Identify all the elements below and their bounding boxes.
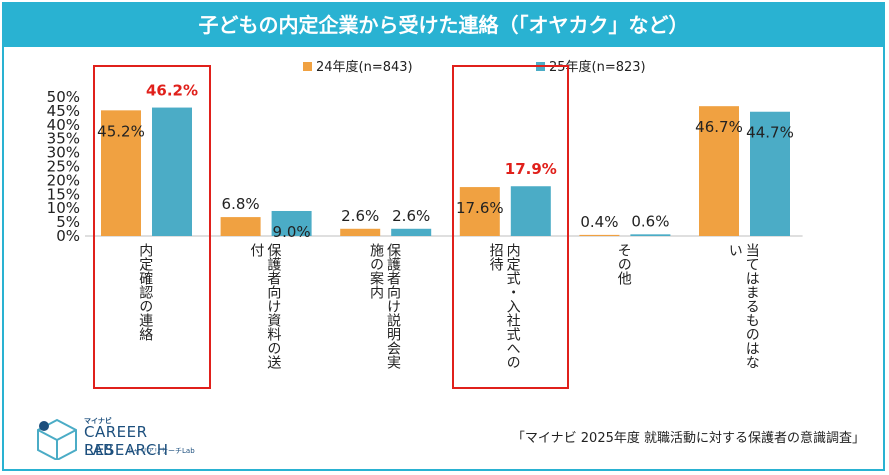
legend-label-s25: 25年度(n=823) [549, 59, 646, 75]
y-tick-label: 0% [56, 227, 80, 245]
value-label-s24-5: 46.7% [695, 118, 743, 136]
bar-s25-3 [510, 186, 551, 236]
value-label-s25-0: 46.2% [146, 82, 198, 100]
value-label-s25-3: 17.9% [505, 160, 557, 178]
value-label-s25-4: 0.6% [631, 212, 669, 230]
bar-s24-0 [101, 110, 141, 236]
source-note: 「マイナビ 2025年度 就職活動に対する保護者の意識調査」 [511, 431, 865, 446]
y-tick-label: 30% [47, 144, 80, 162]
value-label-s24-3: 17.6% [456, 199, 504, 217]
value-label-s25-2: 2.6% [392, 207, 430, 225]
value-label-s25-1: 9.0% [273, 223, 311, 241]
logo-sub-text: キャリアリサーチLab [126, 447, 195, 455]
bar-s24-1 [220, 217, 261, 236]
value-label-s25-5: 44.7% [746, 124, 794, 142]
bar-s25-2 [391, 228, 432, 236]
category-label: 保護者向け資料の送付 [248, 243, 282, 369]
bar-s24-5 [699, 106, 739, 236]
bar-s25-1 [271, 210, 312, 236]
chart-title: 子どもの内定企業から受けた連絡（「オヤカク」など） [4, 4, 883, 47]
y-tick-label: 20% [47, 171, 80, 189]
bar-s25-0 [152, 107, 192, 237]
logo-main-text: CAREER RESEARCH [84, 423, 169, 459]
category-label: 内定確認の連絡 [137, 243, 154, 341]
logo-lab-text: LAB [84, 441, 114, 459]
bar-s24-3 [459, 187, 500, 236]
logo-brand: マイナビ [84, 417, 112, 425]
legend-swatch-s24 [303, 62, 312, 71]
category-label: 当てはまるものはない [726, 243, 760, 369]
y-tick-label: 50% [47, 88, 80, 106]
career-research-lab-logo: マイナビ CAREER RESEARCH LAB キャリアリサーチLab [34, 416, 234, 462]
category-label: 保護者向け説明会実施の案内 [368, 243, 401, 369]
bar-s24-4 [579, 234, 620, 236]
category-label: その他 [615, 243, 632, 285]
y-tick-label: 10% [47, 199, 80, 217]
cube-logo-icon [37, 418, 77, 462]
value-label-s24-1: 6.8% [222, 195, 260, 213]
legend-label-s24: 24年度(n=843) [316, 59, 413, 75]
bar-s25-5 [750, 111, 790, 236]
y-tick-label: 15% [47, 185, 80, 203]
highlight-box-0 [93, 65, 211, 389]
value-label-s24-4: 0.4% [580, 213, 618, 231]
value-label-s24-0: 45.2% [97, 122, 145, 140]
value-label-s24-2: 2.6% [341, 207, 379, 225]
y-tick-label: 35% [47, 130, 80, 148]
y-tick-label: 5% [56, 213, 80, 231]
y-tick-label: 40% [47, 116, 80, 134]
category-label: 内定式・入社式への招待 [487, 243, 521, 369]
y-tick-label: 45% [47, 102, 80, 120]
bar-s25-4 [630, 234, 671, 236]
y-tick-label: 25% [47, 158, 80, 176]
highlight-box-3 [451, 65, 570, 389]
bar-s24-2 [340, 228, 381, 236]
